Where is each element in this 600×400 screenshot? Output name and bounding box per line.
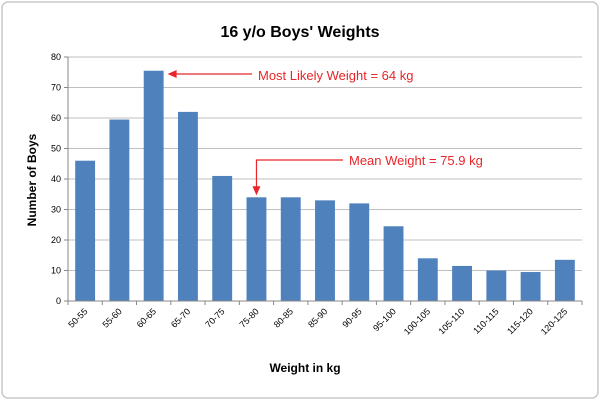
y-tick-label: 80 xyxy=(51,52,61,62)
bar-70-75 xyxy=(212,175,233,301)
y-tick-label: 10 xyxy=(51,266,61,276)
y-tick-label: 30 xyxy=(51,205,61,215)
y-tick-label: 0 xyxy=(56,296,61,306)
bar-110-115 xyxy=(486,270,507,301)
axes xyxy=(67,57,583,305)
bar-50-55 xyxy=(75,160,96,301)
bar-90-95 xyxy=(349,203,370,301)
y-tick-label: 20 xyxy=(51,235,61,245)
y-tick-label: 70 xyxy=(51,83,61,93)
bar-85-90 xyxy=(315,200,335,301)
bar-60-65 xyxy=(143,70,164,301)
bar-65-70 xyxy=(177,111,198,302)
bar-120-125 xyxy=(554,259,575,301)
bar-95-100 xyxy=(383,226,404,301)
x-axis-title: Weight in kg xyxy=(269,361,340,375)
annotation-arrow-line xyxy=(255,159,343,188)
annotation-arrowhead xyxy=(252,186,261,196)
bar-55-60 xyxy=(109,119,130,302)
bar-100-105 xyxy=(417,258,438,301)
bar-80-85 xyxy=(280,197,301,301)
bar-75-80 xyxy=(246,197,267,301)
y-axis-title: Number of Boys xyxy=(25,133,39,226)
y-tick-label: 60 xyxy=(51,113,61,123)
bar-105-110 xyxy=(452,265,473,301)
y-tick-label: 40 xyxy=(51,174,61,184)
annotation-arrowhead xyxy=(167,70,177,78)
mean-weight-annotation: Mean Weight = 75.9 kg xyxy=(349,153,483,168)
most-likely-weight-annotation: Most Likely Weight = 64 kg xyxy=(258,68,413,83)
annotations: Most Likely Weight = 64 kg Mean Weight =… xyxy=(167,68,483,196)
bar-115-120 xyxy=(520,272,541,301)
y-tick-label: 50 xyxy=(51,144,61,154)
chart-title: 16 y/o Boys' Weights xyxy=(220,24,379,41)
bars xyxy=(75,70,575,302)
